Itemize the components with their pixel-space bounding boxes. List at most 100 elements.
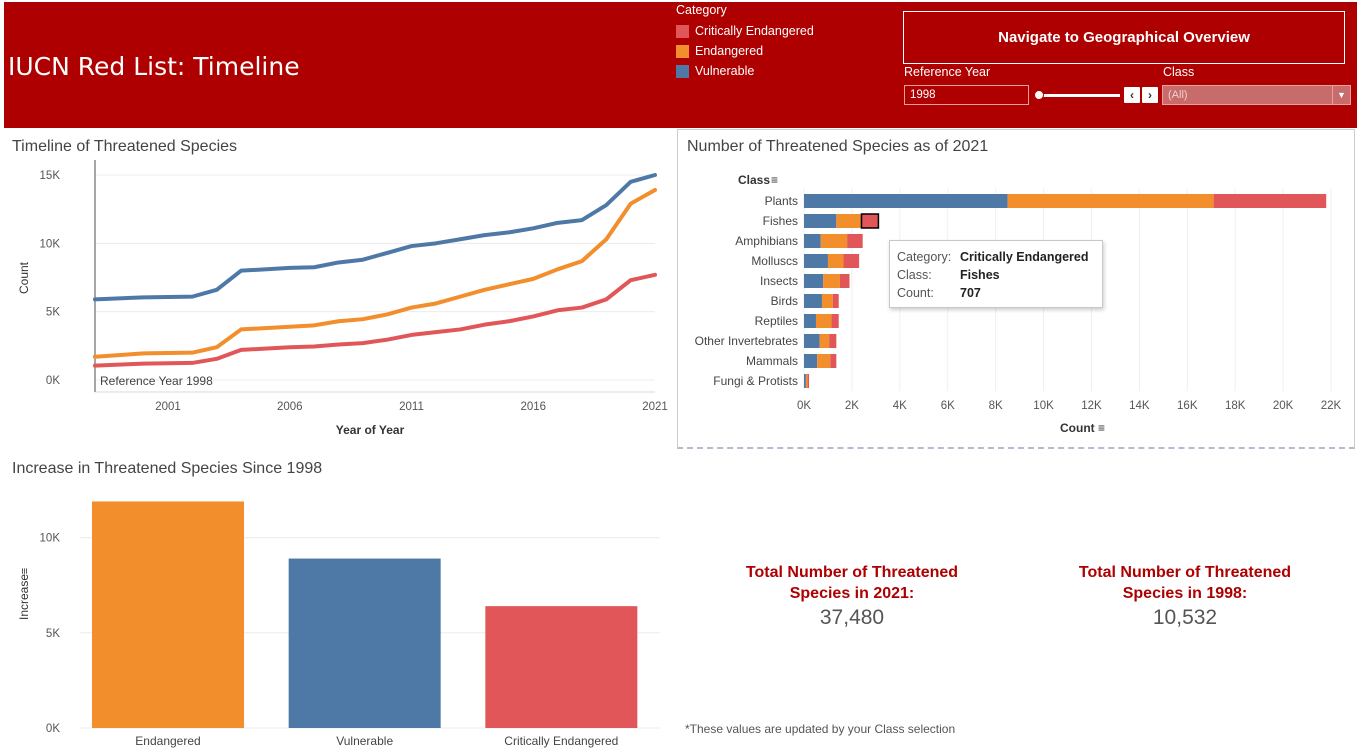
slider-handle[interactable] <box>1034 90 1044 100</box>
increase-chart-title: Increase in Threatened Species Since 199… <box>12 460 323 477</box>
sort-icon: ≡ <box>1098 421 1105 435</box>
tooltip-category-row: Category: Critically Endangered <box>897 250 1102 268</box>
legend-item-endangered[interactable]: Endangered <box>676 41 814 61</box>
bar-segment <box>804 254 828 268</box>
x-tick-label: 10K <box>1033 400 1054 412</box>
bar-segment <box>1007 194 1214 208</box>
reference-year-slider[interactable] <box>1038 94 1120 97</box>
bar-segment <box>804 194 1008 208</box>
page-title: IUCN Red List: Timeline <box>8 52 300 81</box>
reference-year-input[interactable]: 1998 <box>904 85 1029 105</box>
legend-swatch <box>676 64 689 78</box>
previous-year-button[interactable]: ‹ <box>1124 87 1140 103</box>
legend-item-critically-endangered[interactable]: Critically Endangered <box>676 21 814 41</box>
bar-segment <box>843 254 860 268</box>
chevron-left-icon: ‹ <box>1130 88 1134 102</box>
category-label: Plants <box>765 194 798 208</box>
x-tick-label: 2011 <box>399 401 424 413</box>
legend-swatch <box>676 44 689 58</box>
y-axis-label: Count <box>17 261 31 294</box>
tooltip-value: 707 <box>960 286 981 300</box>
class-dropdown-value: (All) <box>1168 89 1188 101</box>
x-axis-label: Year of Year <box>336 423 405 437</box>
category-label: Mammals <box>746 354 798 368</box>
bar-segment <box>819 334 830 348</box>
kpi-value: 37,480 <box>819 606 885 629</box>
x-tick-label: 18K <box>1225 400 1246 412</box>
chevron-right-icon: › <box>1148 88 1152 102</box>
x-tick-label: 2K <box>845 400 859 412</box>
bar-segment <box>860 213 880 229</box>
bar-segment <box>804 274 824 288</box>
kpi-label: Total Number of Threatened <box>745 564 959 581</box>
y-tick-label: 5K <box>46 628 60 640</box>
footnote: *These values are updated by your Class … <box>685 722 956 736</box>
timeline-line-chart: 0K 5K 10K 15K 2001 2006 2011 2016 2021 Year of Ye… <box>17 160 668 437</box>
bar-segment <box>804 334 820 348</box>
bar-segment <box>804 234 821 248</box>
class-dropdown[interactable]: (All) ▼ <box>1162 85 1351 105</box>
y-tick-label: 0K <box>46 723 60 735</box>
y-tick-label: 15K <box>40 170 61 182</box>
reference-year-label: Reference Year <box>904 65 991 79</box>
legend-title: Category <box>676 3 727 17</box>
tooltip-key: Class: <box>897 268 932 282</box>
reference-year-label: Reference Year 1998 <box>100 374 213 388</box>
tooltip-key: Category: <box>897 250 952 264</box>
y-axis-label: Class <box>738 173 770 187</box>
kpi-label: Species in 2021: <box>789 585 915 602</box>
bar-segment <box>839 274 850 288</box>
class-bar-chart-title: Number of Threatened Species as of 2021 <box>687 138 989 155</box>
tooltip-value: Fishes <box>960 268 1000 282</box>
x-tick-label: 6K <box>941 400 955 412</box>
tooltip-value: Critically Endangered <box>960 250 1089 264</box>
y-tick-label: 5K <box>46 307 60 319</box>
bar-tooltip: Category: Critically Endangered Class: F… <box>889 240 1103 308</box>
next-year-button[interactable]: › <box>1142 87 1158 103</box>
x-tick-label: 2006 <box>277 401 303 413</box>
bar-segment <box>820 234 848 248</box>
y-tick-label: 0K <box>46 375 60 387</box>
bar-segment <box>804 374 806 388</box>
tooltip-count-row: Count: 707 <box>897 286 1102 304</box>
category-label: Insects <box>760 274 798 288</box>
bar-segment <box>807 374 810 388</box>
bar-segment <box>832 294 839 308</box>
chevron-down-icon: ▼ <box>1332 86 1350 104</box>
x-tick-label: 2016 <box>520 401 546 413</box>
x-tick-label: 16K <box>1177 400 1198 412</box>
sort-icon: ≡ <box>771 173 778 187</box>
increase-bar-chart: 0K 5K 10K Increase≡ Endangered Vulnerable Crit… <box>17 501 660 748</box>
category-label: Fishes <box>763 214 798 228</box>
category-label: Molluscs <box>751 254 798 268</box>
x-tick-label: 8K <box>989 400 1003 412</box>
series-line-vulnerable <box>93 173 657 302</box>
x-axis-label: Count <box>1060 421 1095 435</box>
category-label: Reptiles <box>755 314 798 328</box>
class-bar-chart-panel <box>677 129 1355 449</box>
legend-item-vulnerable[interactable]: Vulnerable <box>676 61 814 81</box>
x-tick-label: 14K <box>1129 400 1150 412</box>
series-line-endangered <box>93 188 657 359</box>
bar <box>92 501 244 728</box>
category-label: Birds <box>771 294 798 308</box>
kpi-total-1998: Total Number of Threatened Species in 19… <box>1045 562 1325 630</box>
bar-segment <box>827 254 844 268</box>
bar-segment <box>829 334 837 348</box>
navigate-geographical-button[interactable]: Navigate to Geographical Overview <box>903 11 1345 64</box>
x-tick-label: 0K <box>797 400 811 412</box>
bar-segment <box>830 354 837 368</box>
kpi-value: 10,532 <box>1152 606 1218 629</box>
bar-segment <box>823 274 840 288</box>
kpi-label: Total Number of Threatened <box>1078 564 1292 581</box>
category-legend: Category Critically Endangered Endangere… <box>676 3 814 81</box>
series-line-critically-endangered <box>93 272 657 368</box>
x-tick-label: 2021 <box>642 401 668 413</box>
category-label: Other Invertebrates <box>695 334 798 348</box>
category-label: Amphibians <box>735 234 798 248</box>
x-tick-label: 4K <box>893 400 907 412</box>
bar-segment <box>847 234 863 248</box>
bar-segment <box>817 354 831 368</box>
class-filter-label: Class <box>1163 65 1195 79</box>
bar-segment <box>804 314 816 328</box>
